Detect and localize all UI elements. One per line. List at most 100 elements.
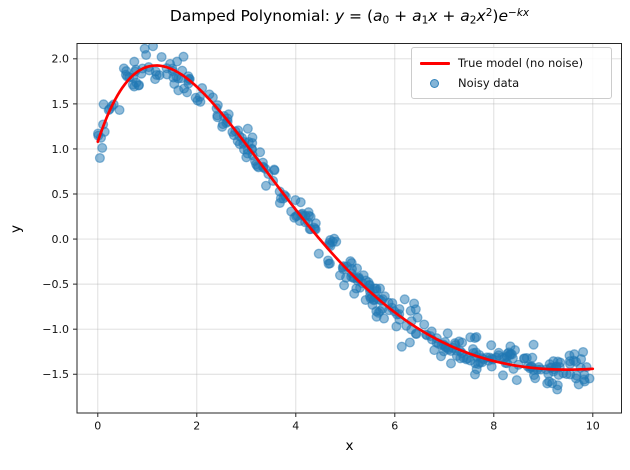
y-tick-label: −1.0 [42, 323, 69, 336]
x-tick-label: 0 [94, 420, 101, 433]
legend-dot-swatch [430, 78, 439, 88]
y-tick-label: −0.5 [42, 278, 69, 291]
y-tick-label: 1.0 [52, 143, 70, 156]
scatter-point [341, 272, 352, 283]
scatter-point [399, 294, 410, 305]
x-tick-label: 2 [193, 420, 200, 433]
title-segment: y [334, 7, 345, 25]
y-tick-label: 0.5 [52, 188, 70, 201]
y-tick-label: 2.0 [52, 53, 70, 66]
scatter-point [486, 340, 497, 351]
scatter-point [521, 352, 532, 364]
title-segment: 0 [382, 14, 390, 27]
title-segment: −kx [508, 7, 530, 20]
scatter-point [564, 358, 576, 370]
y-axis-label: y [8, 225, 24, 233]
scatter-point [194, 91, 205, 102]
y-tick-label: 1.5 [52, 98, 70, 111]
scatter-point [97, 142, 108, 153]
title-segment: Damped Polynomial: [169, 7, 335, 25]
true-model-line [96, 64, 595, 371]
scatter-point [346, 257, 357, 269]
scatter-point [141, 49, 152, 61]
scatter-point [173, 85, 184, 96]
tick-labels: 0 2 4 6 8 10 2.0 1.5 1.0 0.5 0.0 −0.5 −1.0 −1.5 [42, 53, 600, 433]
scatter-point [528, 339, 539, 350]
scatter-point [295, 197, 306, 208]
x-tick-label: 4 [292, 420, 299, 433]
title-segment: 1 [421, 14, 429, 27]
scatter-point [324, 258, 335, 269]
scatter-point [129, 56, 140, 67]
scatter-point [391, 321, 402, 332]
title-segment: a [373, 7, 383, 25]
title-segment: ) [492, 7, 499, 25]
legend-item-true-model: True model (no noise) [419, 54, 604, 72]
scatter-point [371, 311, 382, 322]
scatter-point [435, 351, 447, 362]
scatter-point [404, 337, 415, 348]
scatter-point [147, 43, 159, 52]
scatter-point [579, 369, 590, 380]
legend-label-true-model: True model (no noise) [458, 56, 584, 70]
title-segment: + [389, 7, 413, 25]
axes-spines [76, 43, 622, 414]
scatter-point [260, 180, 272, 191]
scatter-point [511, 375, 522, 386]
scatter-point [131, 77, 142, 88]
scatter-point [156, 51, 167, 63]
scatter-point [486, 361, 497, 372]
scatter-point [471, 364, 482, 375]
scatter-point [578, 346, 589, 358]
title-segment: = ( [344, 7, 374, 25]
title-segment: 2 [469, 14, 477, 27]
y-tick-label: 0.0 [52, 233, 70, 246]
scatter-point [94, 152, 105, 164]
title-segment: + [437, 7, 461, 25]
legend-handle [419, 78, 450, 88]
scatter-point [363, 277, 374, 288]
scatter-point [419, 319, 430, 330]
scatter-point [552, 384, 563, 395]
y-tick-label: −1.5 [42, 368, 69, 381]
scatter-point [471, 331, 482, 343]
scatter-point [371, 286, 382, 297]
scatter-point [467, 344, 479, 355]
legend-handle [419, 61, 450, 65]
legend-item-noisy-data: Noisy data [419, 74, 604, 92]
scatter-point [223, 109, 234, 120]
x-tick-label: 6 [391, 420, 398, 433]
x-tick-label: 10 [586, 420, 600, 433]
legend-label-noisy-data: Noisy data [458, 76, 520, 90]
scatter-point [310, 218, 321, 229]
scatter-point [505, 348, 516, 359]
scatter-point [313, 248, 324, 259]
scatter-point [493, 350, 504, 361]
title-segment: a [412, 7, 422, 25]
scatter-point [242, 123, 253, 134]
scatter-point [120, 69, 131, 80]
scatter-point [497, 370, 509, 381]
ticks [73, 58, 594, 417]
scatter-point [411, 328, 422, 340]
scatter-point [570, 373, 582, 384]
legend: True model (no noise) Noisy data [411, 47, 612, 99]
title-segment: a [460, 7, 470, 25]
scatter-point [150, 74, 161, 85]
title-segment: x [428, 7, 438, 25]
scatter-point [172, 56, 183, 67]
scatter-point [442, 328, 453, 339]
scatter-point [555, 357, 566, 368]
legend-line-swatch [419, 61, 450, 65]
title-segment: x [476, 7, 486, 25]
scatter-point [445, 358, 457, 369]
title-segment: 2 [485, 7, 493, 20]
scatter-point [461, 354, 472, 365]
scatter-point [409, 298, 420, 309]
x-axis-label: x [345, 438, 354, 454]
x-tick-label: 8 [490, 420, 497, 433]
scatter-point [396, 341, 407, 352]
title-segment: e [498, 7, 508, 25]
